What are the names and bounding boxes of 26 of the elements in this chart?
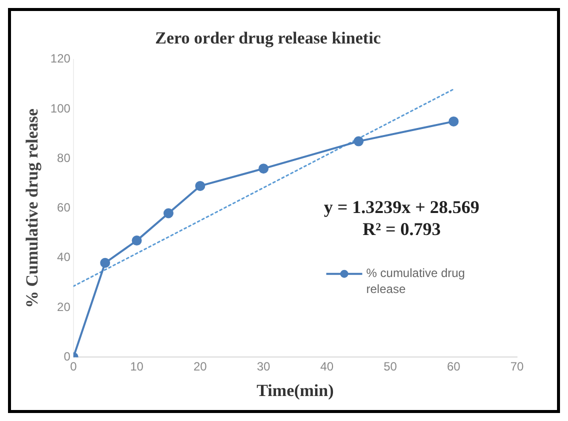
x-tick-label: 70 [510, 360, 524, 374]
legend-label: % cumulative drug release [366, 266, 465, 296]
y-tick-label: 20 [57, 300, 71, 314]
x-tick-label: 20 [193, 360, 208, 374]
point [258, 164, 269, 174]
point [448, 116, 459, 126]
x-tick-label: 30 [256, 360, 271, 374]
y-tick-label: 0 [64, 350, 71, 364]
y-tick-label: 40 [57, 250, 71, 264]
point [100, 258, 110, 268]
annotation: y = 1.3239x + 28.569 [324, 196, 480, 217]
point [354, 136, 364, 146]
x-tick-label: 40 [320, 360, 334, 374]
point [163, 208, 174, 218]
chart-title: Zero order drug release kinetic [155, 28, 382, 48]
y-tick-label: 100 [50, 101, 71, 116]
x-tick-label: 10 [130, 360, 144, 374]
annotation: R² = 0.793 [362, 218, 441, 239]
x-tick-label: 50 [384, 360, 398, 374]
y-tick-label: 60 [57, 200, 71, 215]
point [132, 236, 142, 246]
y-tick-label: 80 [57, 150, 71, 165]
x-tick-label: 60 [446, 360, 461, 374]
y-tick-label: 120 [50, 52, 71, 66]
y-axis-title: % Cumulative drug release [22, 108, 42, 308]
point [195, 180, 206, 191]
